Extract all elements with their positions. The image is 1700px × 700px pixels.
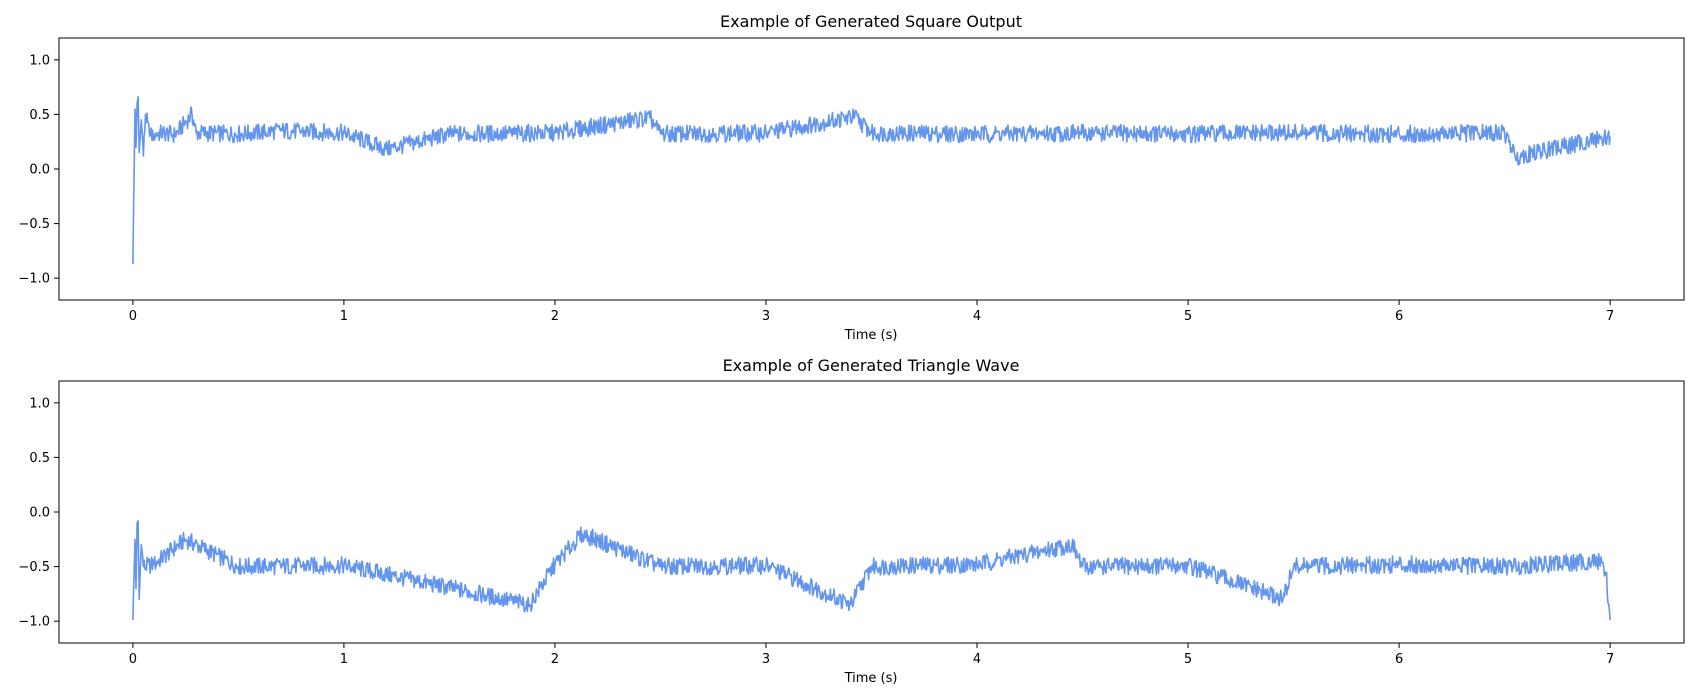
x-tick-label: 7 xyxy=(1606,309,1614,324)
y-tick-label: 0.5 xyxy=(29,451,50,466)
square-output-subplot: Example of Generated Square Output 0 1 2 3 4… xyxy=(18,12,1685,343)
plot-frame xyxy=(58,380,1685,644)
x-tick-label: 5 xyxy=(1184,652,1192,667)
plot-frame xyxy=(58,37,1685,301)
chart-title: Example of Generated Triangle Wave xyxy=(723,356,1020,375)
y-tick-label: 0.5 xyxy=(29,108,50,123)
x-tick-label: 2 xyxy=(551,309,559,324)
x-tick-label: 2 xyxy=(551,652,559,667)
x-tick-label: 0 xyxy=(129,309,137,324)
x-tick-label: 6 xyxy=(1395,309,1403,324)
y-tick-label: 1.0 xyxy=(29,53,50,68)
series-line xyxy=(132,519,1611,621)
y-tick-label: 1.0 xyxy=(29,396,50,411)
y-tick-label: −0.5 xyxy=(18,560,50,575)
x-tick-label: 3 xyxy=(762,652,770,667)
chart-title: Example of Generated Square Output xyxy=(720,12,1022,31)
triangle-wave-subplot: Example of Generated Triangle Wave 0 1 2 3 4… xyxy=(18,356,1685,686)
y-tick-label: −1.0 xyxy=(18,272,50,287)
x-axis-ticks: 0 1 2 3 4 5 6 7 xyxy=(129,643,1614,667)
y-tick-label: 0.0 xyxy=(29,163,50,178)
y-axis-ticks: −1.0 −0.5 0.0 0.5 1.0 xyxy=(18,53,59,287)
y-axis-ticks: −1.0 −0.5 0.0 0.5 1.0 xyxy=(18,396,59,630)
y-tick-label: −1.0 xyxy=(18,615,50,630)
x-tick-label: 5 xyxy=(1184,309,1192,324)
y-tick-label: −0.5 xyxy=(18,217,50,232)
y-tick-label: 0.0 xyxy=(29,506,50,521)
x-axis-ticks: 0 1 2 3 4 5 6 7 xyxy=(129,300,1614,324)
x-tick-label: 1 xyxy=(340,309,348,324)
series-line xyxy=(132,96,1611,265)
x-tick-label: 7 xyxy=(1606,652,1614,667)
x-tick-label: 4 xyxy=(973,309,981,324)
x-axis-label: Time (s) xyxy=(844,671,898,686)
x-tick-label: 3 xyxy=(762,309,770,324)
x-axis-label: Time (s) xyxy=(844,328,898,343)
x-tick-label: 0 xyxy=(129,652,137,667)
x-tick-label: 1 xyxy=(340,652,348,667)
x-tick-label: 6 xyxy=(1395,652,1403,667)
x-tick-label: 4 xyxy=(973,652,981,667)
